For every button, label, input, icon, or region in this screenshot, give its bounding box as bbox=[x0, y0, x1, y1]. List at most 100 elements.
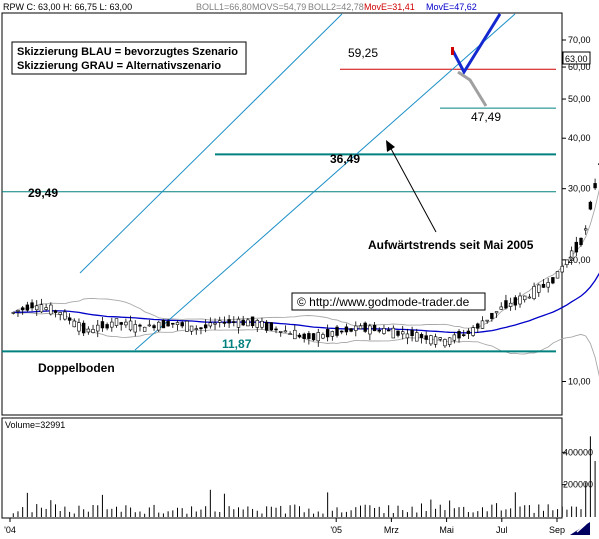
candle-body bbox=[218, 320, 222, 323]
label-level-2949: 29,49 bbox=[28, 186, 58, 200]
candle-body bbox=[471, 327, 475, 336]
candle-body bbox=[114, 318, 119, 326]
price-tick-label: 20,00 bbox=[568, 255, 591, 265]
candle-body bbox=[344, 326, 349, 333]
candle-body bbox=[513, 297, 518, 306]
candle-body bbox=[293, 329, 297, 340]
candle-body bbox=[110, 321, 114, 328]
candle-body bbox=[288, 333, 292, 335]
candle-body bbox=[457, 331, 461, 339]
candle-body bbox=[222, 322, 227, 324]
volume-tick-label: 400000 bbox=[563, 447, 593, 457]
candle-body bbox=[330, 331, 335, 337]
candle-body bbox=[584, 228, 588, 231]
candle-body bbox=[391, 327, 396, 339]
candle-body bbox=[358, 325, 363, 330]
candle-body bbox=[480, 320, 485, 329]
candle-body bbox=[283, 330, 288, 333]
header-move-short: MovE=31,41 bbox=[364, 2, 415, 12]
trend-arrow-line bbox=[388, 144, 437, 233]
bollinger-lower bbox=[13, 311, 599, 377]
scenario-legend-box bbox=[11, 41, 247, 75]
candle-body bbox=[100, 321, 105, 329]
candle-body bbox=[354, 325, 358, 331]
candle-body bbox=[349, 328, 353, 332]
candle-body bbox=[246, 319, 250, 327]
label-level-1187: 11,87 bbox=[222, 337, 252, 351]
candle-body bbox=[260, 320, 264, 328]
candle-body bbox=[546, 282, 550, 288]
candle-body bbox=[264, 321, 269, 331]
candle-body bbox=[203, 324, 208, 329]
candle-body bbox=[105, 324, 109, 329]
header-movs: MOVS=54,79 bbox=[252, 2, 306, 12]
candle-body bbox=[452, 334, 457, 341]
candle-body bbox=[368, 325, 372, 335]
candle-body bbox=[307, 333, 311, 339]
volume-label: Volume=32991 bbox=[5, 420, 65, 430]
candle-body bbox=[119, 322, 123, 325]
candle-body bbox=[311, 333, 316, 341]
candle-body bbox=[424, 335, 428, 340]
candle-body bbox=[161, 319, 166, 329]
blue-scenario-path bbox=[451, 13, 502, 76]
candle-body bbox=[518, 295, 522, 305]
candle-body bbox=[565, 259, 569, 265]
horizontal-levels bbox=[2, 68, 556, 353]
volume-bars bbox=[12, 436, 596, 517]
candle-body bbox=[63, 311, 67, 320]
label-doppelboden: Doppelboden bbox=[38, 361, 115, 375]
candle-body bbox=[593, 183, 597, 189]
label-aufwaertstrend: Aufwärtstrends seit Mai 2005 bbox=[368, 238, 534, 252]
scenario-sketches bbox=[451, 13, 502, 107]
candle-body bbox=[194, 328, 198, 330]
candle-body bbox=[372, 324, 377, 332]
candle-body bbox=[555, 271, 560, 279]
candle-body bbox=[588, 201, 593, 210]
candle-body bbox=[302, 333, 306, 339]
candle-body bbox=[527, 296, 532, 299]
time-tick-label: Mai bbox=[439, 525, 454, 535]
trend-line-lower bbox=[134, 13, 516, 351]
candle-body bbox=[462, 334, 466, 336]
candle-body bbox=[128, 320, 133, 331]
candle-body bbox=[16, 310, 20, 312]
candle-body bbox=[297, 334, 302, 338]
volume-axis: 200000 400000 bbox=[562, 447, 593, 490]
candle-body bbox=[67, 317, 72, 321]
candle-body bbox=[447, 337, 452, 345]
candle-body bbox=[53, 310, 58, 313]
candle-body bbox=[419, 334, 424, 338]
moving-average-long bbox=[13, 272, 599, 334]
candle-body bbox=[523, 295, 527, 301]
label-level-4749: 47,49 bbox=[471, 110, 501, 124]
candle-body bbox=[199, 327, 203, 330]
copyright-text: © http://www.godmode-trader.de bbox=[297, 295, 470, 309]
candle-body bbox=[213, 322, 217, 325]
candle-body bbox=[415, 332, 419, 342]
last-price-tag-text: 63,00 bbox=[565, 54, 588, 64]
time-tick-label: '04 bbox=[4, 525, 16, 535]
candle-body bbox=[325, 329, 330, 338]
trend-line-upper bbox=[79, 13, 343, 274]
candle-body bbox=[532, 286, 536, 299]
candle-body bbox=[551, 277, 555, 284]
candle-body bbox=[279, 331, 283, 333]
time-tick-label: Jul bbox=[496, 525, 508, 535]
candle-body bbox=[166, 321, 170, 327]
candle-body bbox=[25, 304, 30, 311]
price-axis: 10,00 20,00 30,00 40,00 50,00 60,00 70,00 bbox=[562, 35, 591, 387]
candle-body bbox=[77, 322, 81, 332]
label-level-5925: 59,25 bbox=[348, 46, 378, 60]
candle-body bbox=[386, 329, 391, 332]
candle-body bbox=[152, 325, 156, 329]
candle-body bbox=[340, 330, 344, 333]
price-tick-label: 40,00 bbox=[568, 133, 591, 143]
candle-body bbox=[274, 328, 278, 331]
candle-body bbox=[142, 326, 147, 332]
candle-body bbox=[321, 334, 325, 339]
candle-body bbox=[171, 322, 175, 325]
time-tick-label: Mrz bbox=[384, 525, 399, 535]
candle-body bbox=[443, 339, 447, 347]
candle-body bbox=[377, 329, 381, 332]
